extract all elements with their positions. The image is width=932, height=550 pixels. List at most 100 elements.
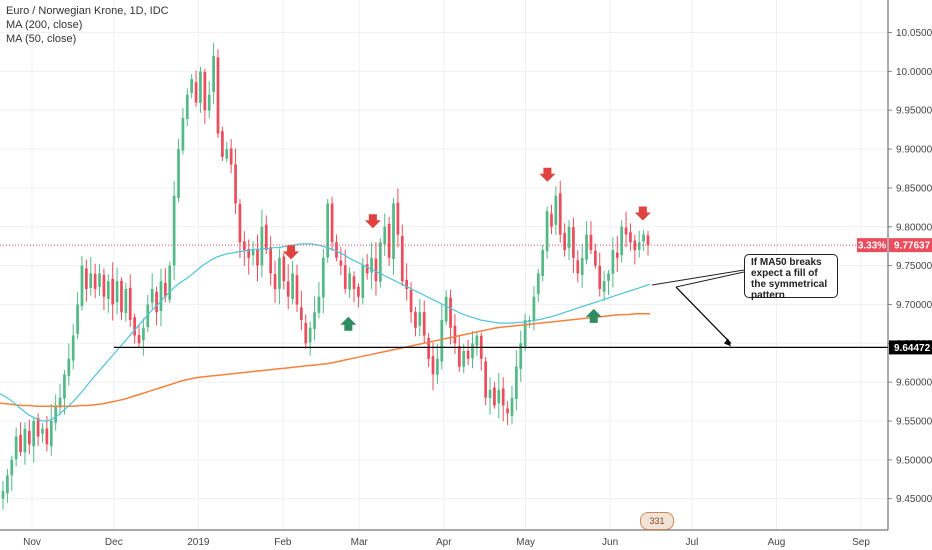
candle-body bbox=[593, 250, 597, 266]
sell-arrow-marker[interactable] bbox=[634, 206, 651, 221]
candle-body bbox=[488, 389, 492, 399]
candle-body bbox=[67, 358, 71, 377]
candle-body bbox=[269, 247, 273, 274]
candle-body bbox=[291, 273, 294, 299]
candle-body bbox=[98, 273, 101, 287]
candle-body bbox=[462, 351, 466, 367]
candle-body bbox=[159, 281, 163, 312]
candle-body bbox=[330, 203, 334, 243]
candle-body bbox=[453, 325, 457, 344]
buy-arrow-marker[interactable] bbox=[340, 316, 357, 331]
candle-body bbox=[409, 289, 413, 313]
candle-body bbox=[256, 248, 259, 266]
candle-body bbox=[335, 242, 338, 258]
price-axis[interactable]: 10.05000 10.00000 9.95000 9.90000 9.85000 9.8… bbox=[857, 0, 932, 530]
candle-body bbox=[300, 307, 303, 320]
y-tick-label: 9.80000 bbox=[896, 222, 932, 233]
candle-body bbox=[225, 149, 229, 159]
candle-body bbox=[484, 361, 488, 398]
candle-body bbox=[58, 397, 62, 408]
candle-body bbox=[128, 287, 132, 320]
candle-body bbox=[49, 421, 53, 447]
annotation-callout[interactable]: If MA50 breaks expect a fill of the symm… bbox=[744, 254, 838, 301]
legend-ma50[interactable]: MA (50, close) bbox=[6, 33, 77, 45]
candle-body bbox=[528, 320, 531, 322]
ma50-line[interactable] bbox=[0, 243, 651, 422]
candle-body bbox=[199, 71, 202, 104]
x-tick-label: Jun bbox=[602, 537, 618, 548]
candle-body bbox=[387, 223, 391, 258]
candle-body bbox=[124, 288, 128, 314]
candle-body bbox=[10, 459, 14, 476]
candle-body bbox=[238, 203, 242, 243]
candle-body bbox=[589, 234, 593, 251]
candle-body bbox=[251, 250, 255, 256]
candle-body bbox=[343, 265, 347, 289]
projection-arrow-head bbox=[724, 338, 731, 347]
sell-arrow-marker[interactable] bbox=[283, 245, 300, 260]
support-level-badge-label: 9.64472 bbox=[894, 343, 931, 354]
candle-body bbox=[532, 296, 536, 321]
candle-body bbox=[607, 273, 610, 281]
legend-symbol-title[interactable]: Euro / Norwegian Krone, 1D, IDC bbox=[6, 5, 169, 17]
candle-body bbox=[234, 164, 237, 204]
time-axis[interactable]: Nov Dec 2019 Feb Mar Apr May Jun Jul Aug Sep bbox=[0, 529, 888, 548]
candle-body bbox=[615, 252, 619, 258]
candle-body bbox=[620, 226, 624, 256]
y-tick-label: 9.90000 bbox=[896, 145, 932, 156]
candle-body bbox=[185, 94, 189, 119]
candle-body bbox=[427, 338, 430, 359]
candle-body bbox=[414, 311, 417, 328]
y-tick-label: 9.70000 bbox=[896, 300, 932, 311]
candle-body bbox=[624, 227, 628, 235]
pct-change-badge-label: 3.33% bbox=[858, 241, 886, 252]
y-tick-label: 9.60000 bbox=[896, 378, 932, 389]
buy-arrow-marker[interactable] bbox=[585, 308, 602, 323]
candle-body bbox=[19, 434, 22, 453]
candle-body bbox=[71, 335, 75, 361]
candle-body bbox=[576, 260, 580, 274]
candle-body bbox=[172, 195, 176, 266]
candle-body bbox=[106, 281, 110, 299]
candle-body bbox=[102, 274, 106, 297]
candle-body bbox=[501, 388, 505, 406]
candle-body bbox=[471, 343, 474, 359]
chart-grid bbox=[0, 0, 888, 530]
chart-legend: Euro / Norwegian Krone, 1D, IDC MA (200,… bbox=[6, 4, 169, 46]
candle-body bbox=[523, 320, 527, 347]
candle-body bbox=[282, 256, 286, 282]
candle-body bbox=[190, 79, 194, 93]
x-tick-label: Nov bbox=[23, 537, 41, 548]
candle-body bbox=[14, 436, 18, 460]
candle-body bbox=[229, 148, 233, 165]
candle-body bbox=[493, 387, 496, 406]
candle-body bbox=[405, 279, 409, 289]
callout-pointer bbox=[651, 269, 745, 286]
candle-body bbox=[510, 397, 514, 416]
ma200-line[interactable] bbox=[0, 313, 650, 407]
candle-body bbox=[93, 273, 97, 289]
candle-body bbox=[76, 304, 79, 334]
candle-body bbox=[308, 327, 312, 343]
candle-body bbox=[194, 82, 198, 103]
candle-body bbox=[611, 250, 615, 274]
legend-ma200[interactable]: MA (200, close) bbox=[6, 19, 83, 31]
candle-body bbox=[155, 291, 158, 313]
candle-body bbox=[146, 304, 150, 328]
x-tick-label: Dec bbox=[105, 537, 123, 548]
candle-body bbox=[80, 265, 84, 307]
candle-body bbox=[550, 213, 553, 227]
candle-body bbox=[1, 490, 5, 499]
last-price-badge-label: 9.77637 bbox=[894, 241, 931, 252]
projection-arrow[interactable] bbox=[675, 286, 732, 344]
candle-body bbox=[431, 356, 435, 375]
candlestick-series bbox=[1, 42, 650, 510]
candle-body bbox=[133, 317, 136, 336]
sell-arrow-marker[interactable] bbox=[364, 214, 381, 229]
sell-arrow-marker[interactable] bbox=[539, 167, 556, 182]
author-logo[interactable]: 331 bbox=[640, 512, 674, 530]
candle-body bbox=[357, 286, 360, 297]
candle-body bbox=[89, 273, 93, 289]
candle-body bbox=[475, 335, 479, 346]
